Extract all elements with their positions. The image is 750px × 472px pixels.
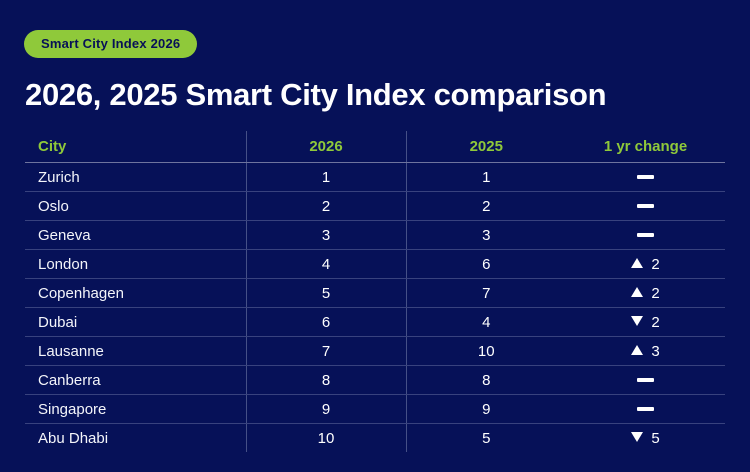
table-row: Geneva 3 3 <box>25 220 725 251</box>
column-header-1yr-change: 1 yr change <box>566 131 725 164</box>
change-cell <box>566 162 725 193</box>
no-change-dash-icon <box>637 232 654 237</box>
table-row: Zurich 1 1 <box>25 162 725 193</box>
change-amount: 2 <box>651 284 660 302</box>
table-row: Canberra 8 8 <box>25 365 725 396</box>
rank-2025-cell: 8 <box>405 365 566 396</box>
no-change-dash-icon <box>637 377 654 382</box>
change-amount: 5 <box>651 429 660 447</box>
rank-2025-cell: 4 <box>405 307 566 338</box>
ranking-table: City 2026 2025 1 yr change Zurich 1 1 Os… <box>25 131 725 453</box>
page-title: 2026, 2025 Smart City Index comparison <box>25 77 607 112</box>
table-row: Lausanne 7 10 3 <box>25 336 725 367</box>
up-triangle-icon <box>631 258 644 269</box>
no-change-dash-icon <box>637 406 654 411</box>
city-cell: London <box>25 249 246 280</box>
rank-2026-cell: 7 <box>245 336 406 367</box>
rank-2025-cell: 10 <box>405 336 566 367</box>
no-change-dash-icon <box>637 203 654 208</box>
rank-2026-cell: 9 <box>245 394 406 425</box>
down-triangle-icon <box>631 316 644 327</box>
city-cell: Canberra <box>25 365 246 396</box>
rank-2026-cell: 8 <box>245 365 406 396</box>
change-cell <box>566 191 725 222</box>
rank-2025-cell: 3 <box>405 220 566 251</box>
rank-2025-cell: 2 <box>405 191 566 222</box>
change-cell: 2 <box>566 278 725 309</box>
up-triangle-icon <box>631 287 644 298</box>
table-row: Oslo 2 2 <box>25 191 725 222</box>
rank-2026-cell: 4 <box>245 249 406 280</box>
change-cell <box>566 220 725 251</box>
table-row: Abu Dhabi 10 5 5 <box>25 423 725 453</box>
change-cell: 3 <box>566 336 725 367</box>
rank-2026-cell: 6 <box>245 307 406 338</box>
table-row: Singapore 9 9 <box>25 394 725 425</box>
change-cell: 2 <box>566 249 725 280</box>
rank-2026-cell: 3 <box>245 220 406 251</box>
change-cell: 2 <box>566 307 725 338</box>
rank-2025-cell: 5 <box>405 423 566 453</box>
smart-city-index-page: Smart City Index 2026 2026, 2025 Smart C… <box>24 30 725 453</box>
change-amount: 2 <box>651 313 660 331</box>
rank-2025-cell: 6 <box>405 249 566 280</box>
rank-2025-cell: 7 <box>405 278 566 309</box>
header-row: City 2026 2025 1 yr change <box>25 131 725 164</box>
down-triangle-icon <box>631 432 644 443</box>
rank-2025-cell: 9 <box>405 394 566 425</box>
column-header-2026: 2026 <box>245 131 406 164</box>
change-amount: 3 <box>651 342 660 360</box>
badge: Smart City Index 2026 <box>24 30 198 58</box>
city-cell: Lausanne <box>25 336 246 367</box>
city-cell: Copenhagen <box>25 278 246 309</box>
table-row: Copenhagen 5 7 2 <box>25 278 725 309</box>
no-change-dash-icon <box>637 174 654 179</box>
rank-2026-cell: 1 <box>245 162 406 193</box>
city-cell: Zurich <box>25 162 246 193</box>
up-triangle-icon <box>631 345 644 356</box>
rank-2025-cell: 1 <box>405 162 566 193</box>
change-cell <box>566 365 725 396</box>
city-cell: Oslo <box>25 191 246 222</box>
city-cell: Dubai <box>25 307 246 338</box>
table-row: Dubai 6 4 2 <box>25 307 725 338</box>
change-amount: 2 <box>651 255 660 273</box>
column-header-2025: 2025 <box>405 131 566 164</box>
city-cell: Singapore <box>25 394 246 425</box>
badge-label: Smart City Index 2026 <box>41 36 181 51</box>
change-cell <box>566 394 725 425</box>
city-cell: Geneva <box>25 220 246 251</box>
change-cell: 5 <box>566 424 725 453</box>
rank-2026-cell: 2 <box>245 191 406 222</box>
rank-2026-cell: 10 <box>245 423 406 453</box>
rank-2026-cell: 5 <box>245 278 406 309</box>
column-header-city: City <box>25 131 246 164</box>
city-cell: Abu Dhabi <box>38 429 109 447</box>
table-row: London 4 6 2 <box>25 249 725 280</box>
